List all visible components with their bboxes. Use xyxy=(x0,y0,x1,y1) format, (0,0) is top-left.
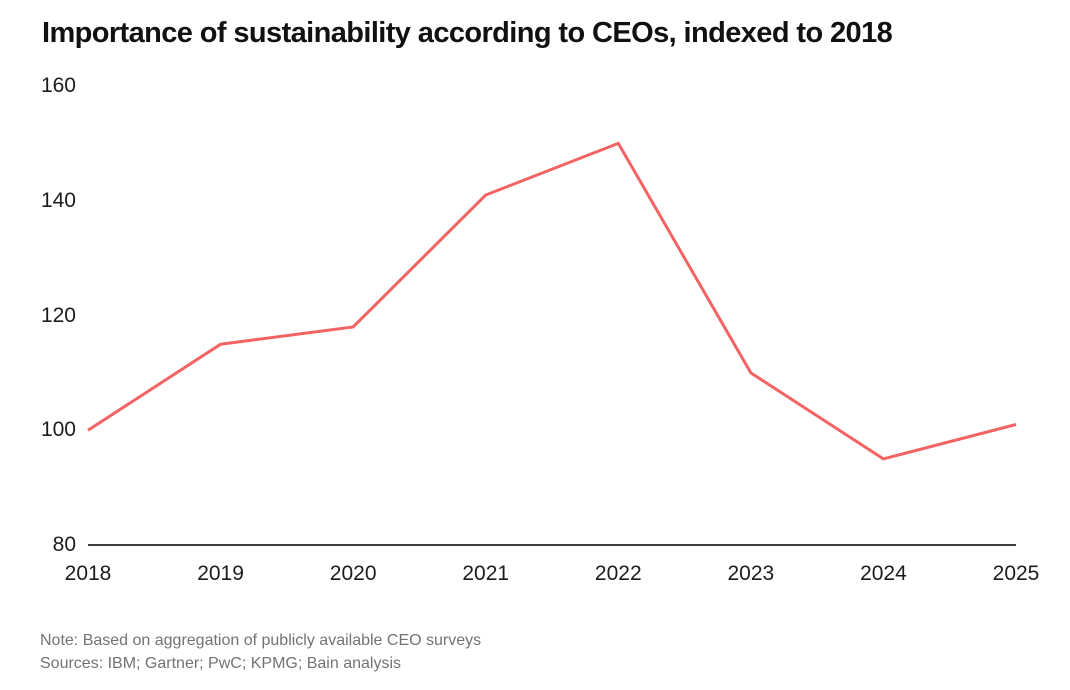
x-axis-tick-label: 2020 xyxy=(329,562,377,585)
chart-note: Note: Based on aggregation of publicly a… xyxy=(40,632,482,649)
y-axis-tick-label: 140 xyxy=(40,188,76,212)
x-axis-tick-label: 2024 xyxy=(860,562,907,585)
x-axis-tick-label: 2025 xyxy=(992,562,1040,585)
y-axis-tick-label: 80 xyxy=(52,533,76,556)
x-axis-tick-label: 2019 xyxy=(197,562,244,585)
chart-title: Importance of sustainability according t… xyxy=(42,17,893,49)
x-axis-tick-label: 2018 xyxy=(64,562,112,585)
x-axis-tick-label: 2021 xyxy=(462,562,510,585)
y-axis-tick-label: 100 xyxy=(40,418,76,442)
chart-sources: Sources: IBM; Gartner; PwC; KPMG; Bain a… xyxy=(40,655,402,672)
y-axis-tick-label: 120 xyxy=(40,303,76,327)
trend-line xyxy=(87,141,1017,461)
y-axis-tick-label: 160 xyxy=(40,74,76,97)
x-axis-tick-label: 2022 xyxy=(594,562,642,585)
x-axis-tick-label: 2023 xyxy=(727,562,775,585)
